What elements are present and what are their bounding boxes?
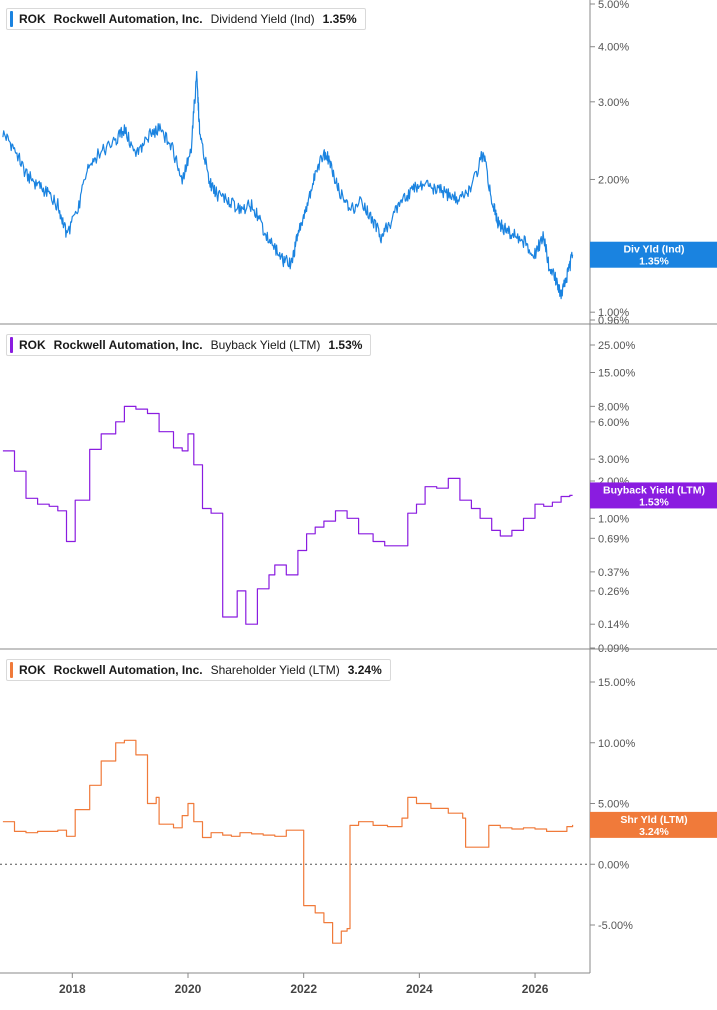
series-line-dividend [2,70,574,300]
legend-company: Rockwell Automation, Inc. [53,12,203,26]
legend-metric: Buyback Yield (LTM) [210,338,321,352]
legend-company: Rockwell Automation, Inc. [53,663,203,677]
x-tick-label: 2018 [59,982,86,996]
legend-ticker: ROK [19,12,46,26]
y-tick-label: 0.14% [598,619,629,631]
legend-shareholder-yield[interactable]: ROK Rockwell Automation, Inc. Shareholde… [6,659,391,681]
y-tick-label: 15.00% [598,677,636,689]
y-tick-label: 0.37% [598,567,629,579]
y-tick-label: 8.00% [598,401,629,413]
y-tick-label: 3.00% [598,454,629,466]
legend-swatch-shareholder [10,662,13,678]
value-badge-label: Buyback Yield (LTM) [603,484,705,496]
x-tick-label: 2020 [175,982,202,996]
y-tick-label: 0.26% [598,586,629,598]
y-tick-label: 25.00% [598,340,636,352]
legend-company: Rockwell Automation, Inc. [53,338,203,352]
legend-metric: Dividend Yield (Ind) [210,12,315,26]
legend-ticker: ROK [19,338,46,352]
legend-ticker: ROK [19,663,46,677]
value-badge-value: 3.24% [639,826,669,838]
value-badge-value: 1.53% [639,496,669,508]
chart-panel-dividend: 5.00% 4.00% 3.00% 2.00% 1.00%0.96% Div Yld (I… [2,0,717,327]
legend-value: 1.53% [328,338,363,352]
x-tick-label: 2026 [522,982,549,996]
y-tick-label: 1.00% [598,513,629,525]
chart-panel-buyback: 25.00%15.00%8.00%6.00%3.00%2.00%1.00%0.6… [0,323,717,655]
legend-value: 3.24% [347,663,382,677]
value-badge-label: Shr Yld (LTM) [620,814,687,826]
y-tick-label: 1.00% [598,307,629,319]
y-tick-label: 6.00% [598,417,629,429]
x-tick-label: 2024 [406,982,433,996]
x-tick-label: 2022 [290,982,317,996]
series-line-buyback [2,405,573,625]
y-tick-label: 3.00% [598,97,629,109]
value-badge [590,482,717,509]
value-badge [590,811,717,838]
y-tick-label: -5.00% [598,920,633,932]
x-axis: 2018 2020 2022 2024 2026 [0,972,590,996]
value-badge-value: 1.35% [639,256,669,268]
y-tick-label: 0.69% [598,533,629,545]
y-tick-label: 5.00% [598,799,629,811]
legend-buyback-yield[interactable]: ROK Rockwell Automation, Inc. Buyback Yi… [6,334,372,356]
y-tick-label: 15.00% [598,368,636,380]
legend-swatch-buyback [10,337,13,353]
legend-dividend-yield[interactable]: ROK Rockwell Automation, Inc. Dividend Y… [6,8,366,30]
y-tick-label: 4.00% [598,42,629,54]
legend-swatch-dividend [10,11,13,27]
legend-value: 1.35% [322,12,357,26]
series-line-shareholder [2,739,574,944]
value-badge-label: Div Yld (Ind) [623,244,684,256]
y-tick-label: 0.00% [598,859,629,871]
chart-panel-shareholder: 15.00% 10.00% 5.00% 0.00% -5.00% Shr Yld (LTM… [0,648,717,973]
y-tick-label: 2.00% [598,174,629,186]
y-tick-label: 10.00% [598,738,636,750]
y-tick-label: 5.00% [598,0,629,11]
value-badge [590,241,717,268]
legend-metric: Shareholder Yield (LTM) [210,663,340,677]
y-tick-label: 0.96% [598,315,629,327]
